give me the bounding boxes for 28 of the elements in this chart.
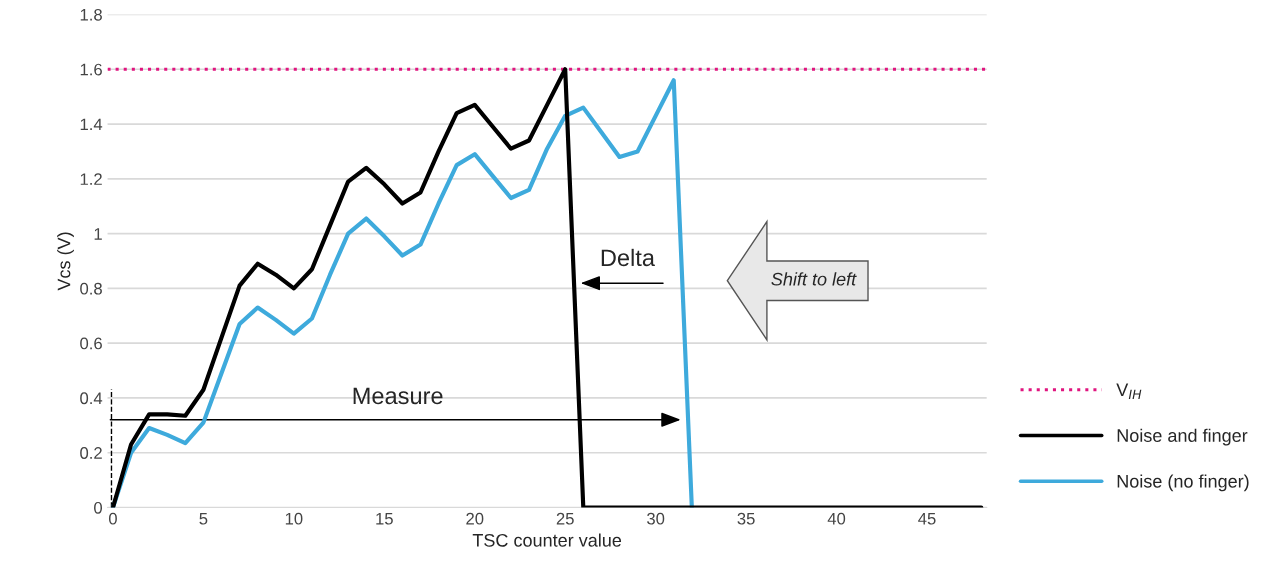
y-tick-label: 0.2 [80,447,102,459]
x-tick-label: 10 [285,512,303,525]
x-tick-label: 35 [737,512,755,525]
x-tick-label: 25 [556,512,574,525]
y-tick-label: 0.6 [80,337,102,350]
y-tick-label: 1 [94,228,102,240]
y-tick-label: 1.6 [80,63,102,76]
y-tick-label: 0 [94,501,103,514]
annotation: Shift to left [771,272,857,286]
legend-label: Noise (no finger) [1117,474,1249,492]
x-tick-label: 15 [376,512,393,525]
x-tick-label: 5 [199,512,208,525]
y-tick-label: 1.2 [80,173,102,185]
x-tick-label: 0 [108,512,117,525]
y-tick-label: 0.4 [80,392,103,405]
x-tick-label: 40 [827,512,846,525]
x-tick-label: 30 [647,512,665,525]
annotation: Measure [353,387,443,405]
y-axis-title: Vcs (V) [57,232,74,291]
x-tick-label: 20 [466,512,484,525]
legend-label: V$_{IH}$ [1116,383,1142,399]
y-tick-label: 1.4 [80,118,103,131]
legend-label: Noise and finger [1117,428,1248,446]
x-axis-title: TSC counter value [472,533,622,547]
y-tick-label: 0.8 [80,282,102,295]
annotation: Delta [601,248,655,267]
x-tick-label: 45 [918,512,936,525]
y-tick-label: 1.8 [80,8,102,21]
